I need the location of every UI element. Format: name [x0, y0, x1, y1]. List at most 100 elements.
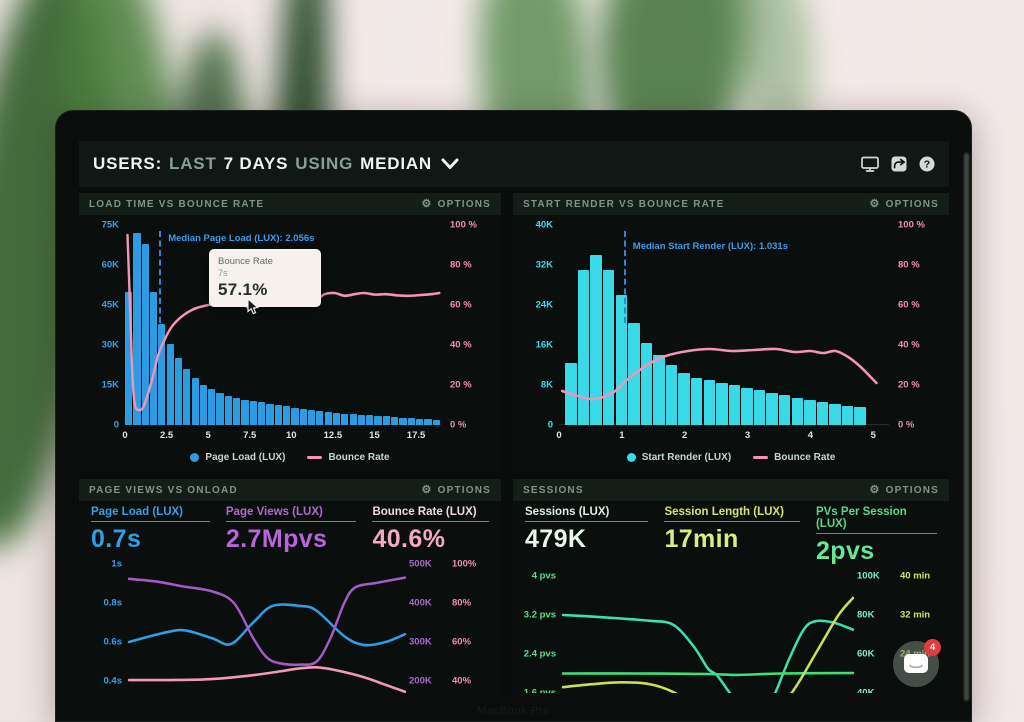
bar	[829, 404, 841, 425]
panel-title: START RENDER VS BOUNCE RATE	[523, 198, 725, 210]
start-render-chart: 40K 32K 24K 16K 8K 0 Median Start Render (LUX…	[523, 220, 939, 469]
y-tick: 1s	[111, 558, 122, 570]
panel-load-time-vs-bounce-rate: LOAD TIME VS BOUNCE RATE ⚙ OPTIONS 75K 60…	[79, 193, 501, 471]
legend-item: Bounce Rate	[307, 452, 390, 463]
chart-legend: Page Load (LUX) Bounce Rate	[89, 445, 491, 469]
title-median: MEDIAN	[360, 154, 432, 173]
users-range-dropdown[interactable]: USERS: LAST 7 DAYS USING MEDIAN	[93, 154, 459, 174]
bar	[728, 385, 741, 425]
load-time-chart: 75K 60K 45K 30K 15K 0 Median Page Load (LUX):…	[89, 220, 491, 469]
median-line	[623, 231, 626, 323]
bounce-rate-tooltip: Bounce Rate 7s 57.1%	[209, 249, 321, 307]
y-tick: 75K	[101, 219, 119, 231]
x-tick: 17.5	[406, 430, 426, 441]
options-button[interactable]: ⚙ OPTIONS	[421, 483, 491, 496]
x-tick: 15	[369, 430, 380, 441]
legend-item: Start Render (LUX)	[626, 452, 731, 463]
x-tick: 0	[556, 430, 562, 441]
title-using: USING	[295, 154, 354, 173]
plot-area	[127, 556, 407, 693]
sessions-chart: 4 pvs 3.2 pvs 2.4 pvs 1.6 pvs 100K 80K 60K 40K…	[523, 568, 939, 693]
y-axis-right: 100 % 80 % 60 % 40 % 20 % 0 %	[889, 220, 939, 431]
bar	[125, 291, 133, 425]
chat-bubble-button[interactable]: 4	[893, 639, 941, 687]
line-series	[127, 576, 407, 693]
bar	[407, 418, 415, 425]
bar	[357, 414, 366, 425]
y-axis-left: 40K 32K 24K 16K 8K 0	[523, 220, 559, 431]
bar	[753, 390, 766, 425]
x-tick: 1	[619, 430, 625, 441]
bar	[166, 343, 174, 425]
bar	[816, 402, 829, 425]
title-days: 7 DAYS	[223, 154, 289, 173]
laptop-brand-label: MacBook Pro	[477, 705, 550, 717]
bar	[841, 405, 854, 425]
y-tick: 4 pvs	[531, 570, 556, 582]
panel-page-views-vs-onload: PAGE VIEWS VS ONLOAD ⚙ OPTIONS Page Load…	[79, 479, 501, 693]
x-axis: 0 2.5 5 7.5 10 12.5 15 17.5	[122, 425, 441, 445]
x-tick: 7.5	[243, 430, 257, 441]
mouse-cursor	[247, 297, 260, 320]
bar	[183, 369, 191, 425]
bar	[374, 415, 382, 425]
title-users: USERS:	[93, 154, 163, 173]
y-tick: 80 %	[898, 259, 920, 271]
y-tick: 0 %	[898, 419, 915, 431]
bar	[233, 398, 241, 425]
legend-item: Page Load (LUX)	[190, 452, 285, 463]
x-tick: 2	[682, 430, 688, 441]
bar	[741, 387, 753, 425]
y-tick: 300K	[409, 636, 432, 648]
median-label: Median Start Render (LUX): 1.031s	[632, 241, 789, 252]
y-tick: 0.6s	[103, 636, 123, 648]
bezel-reflection	[964, 153, 969, 701]
y-tick: 60 %	[898, 299, 920, 311]
options-button[interactable]: ⚙ OPTIONS	[421, 197, 491, 210]
bar	[703, 380, 715, 425]
share-icon[interactable]	[891, 156, 907, 172]
bar-series	[125, 225, 441, 425]
options-button[interactable]: ⚙ OPTIONS	[869, 483, 939, 496]
y-tick: 60%	[452, 636, 472, 648]
bar	[640, 342, 653, 425]
median-line	[159, 231, 162, 323]
plot-area: Median Page Load (LUX): 2.056s Bounce Ra…	[125, 225, 441, 425]
page-views-onload-chart: 1s 0.8s 0.6s 0.4s 500K 400K 300K 200K 100% 80% 60…	[89, 556, 491, 693]
legend-dot-icon	[190, 452, 200, 462]
y-axis-right-k: 500K 400K 300K 200K	[405, 556, 448, 693]
dashboard: USERS: LAST 7 DAYS USING MEDIAN ?	[79, 141, 949, 693]
y-tick: 100 %	[450, 219, 477, 231]
bar	[791, 397, 803, 425]
bar	[382, 416, 390, 425]
legend-item: Bounce Rate	[753, 452, 835, 463]
bar	[307, 410, 316, 425]
x-tick: 10	[286, 430, 297, 441]
y-tick: 32K	[535, 259, 553, 271]
y-tick: 0	[113, 419, 119, 431]
options-button[interactable]: ⚙ OPTIONS	[869, 197, 939, 210]
y-tick: 0.8s	[103, 597, 123, 609]
bar	[191, 378, 199, 425]
chat-icon	[904, 653, 928, 673]
bar	[332, 412, 341, 425]
help-icon[interactable]: ?	[919, 156, 935, 172]
display-icon[interactable]	[861, 156, 879, 172]
metric-page-views: Page Views (LUX) 2.7Mpvs	[225, 506, 357, 554]
x-axis: 0 1 2 3 4 5	[556, 425, 889, 445]
x-tick: 0	[122, 430, 128, 441]
y-axis-left: 4 pvs 3.2 pvs 2.4 pvs 1.6 pvs	[523, 568, 563, 694]
median-label: Median Page Load (LUX): 2.056s	[168, 233, 315, 244]
gear-icon: ⚙	[421, 483, 433, 496]
panel-title: LOAD TIME VS BOUNCE RATE	[89, 198, 265, 210]
bar	[432, 419, 440, 425]
chart-legend: Start Render (LUX) Bounce Rate	[523, 445, 939, 469]
bar	[691, 377, 703, 425]
bar	[349, 414, 357, 425]
dashboard-header: USERS: LAST 7 DAYS USING MEDIAN ?	[79, 141, 949, 187]
y-axis-right: 500K 400K 300K 200K 100% 80% 60% 40%	[405, 556, 491, 693]
y-axis-left: 75K 60K 45K 30K 15K 0	[89, 220, 125, 431]
y-tick: 8K	[540, 379, 553, 391]
bar	[266, 403, 274, 425]
y-tick: 2.4 pvs	[523, 648, 556, 660]
